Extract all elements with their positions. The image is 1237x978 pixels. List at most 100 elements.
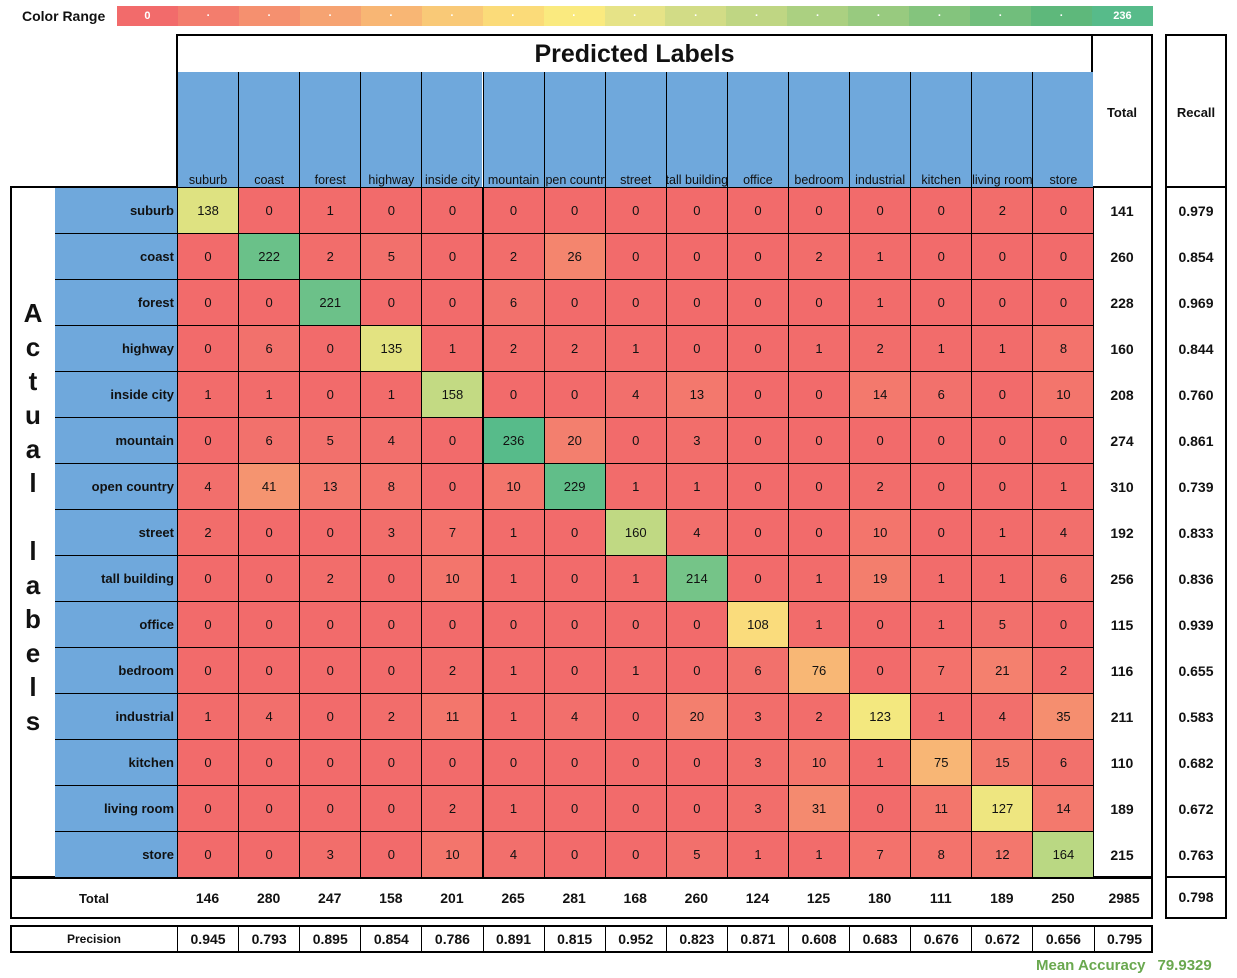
heatmap-cell: 0 (299, 739, 362, 786)
column-total: 247 (318, 890, 342, 906)
heatmap-cell: 0 (177, 647, 240, 694)
total-column-header: Total (1093, 34, 1153, 188)
actual-labels-letter: s (25, 706, 41, 736)
actual-labels-letter: A (23, 298, 43, 328)
heatmap-cell: 0 (299, 325, 362, 372)
heatmap-cell: 0 (360, 785, 423, 832)
heatmap-cell: 1 (971, 325, 1034, 372)
color-range-label: Color Range (22, 8, 106, 24)
heatmap-cell: 14 (849, 371, 912, 418)
recall-value: 0.844 (1178, 341, 1214, 357)
heatmap-cell: 1 (910, 325, 973, 372)
heatmap-cell: 0 (177, 233, 240, 280)
color-range-step: · (787, 6, 849, 26)
heatmap-cell: 20 (665, 693, 728, 740)
color-range-step: · (848, 6, 910, 26)
row-header: kitchen (55, 739, 177, 785)
recall-value: 0.763 (1178, 847, 1214, 863)
column-total: 124 (745, 890, 770, 906)
heatmap-cell: 0 (1032, 601, 1095, 648)
heatmap-cell: 0 (421, 187, 484, 234)
heatmap-cell: 0 (665, 187, 728, 234)
heatmap-cell: 11 (910, 785, 973, 832)
heatmap-cell: 0 (665, 325, 728, 372)
column-header: coast (238, 72, 300, 188)
heatmap-cell: 2 (482, 233, 545, 280)
heatmap-cell: 0 (910, 417, 973, 464)
heatmap-cell: 0 (360, 187, 423, 234)
heatmap-cell: 3 (665, 417, 728, 464)
recall-value: 0.969 (1178, 295, 1214, 311)
heatmap-cell: 1 (604, 555, 667, 602)
heatmap-cell: 1 (177, 371, 240, 418)
column-header: industrial (849, 72, 911, 188)
precision-value: 0.823 (665, 925, 727, 953)
column-header: forest (299, 72, 361, 188)
color-range-min: 0 (117, 6, 178, 26)
row-total: 310 (1110, 479, 1134, 495)
column-total: 125 (806, 890, 831, 906)
heatmap-cell: 0 (360, 555, 423, 602)
heatmap-cell: 2 (788, 693, 851, 740)
precision-row (10, 925, 1153, 953)
heatmap-cell: 0 (726, 371, 789, 418)
actual-labels-letter: b (25, 604, 41, 634)
heatmap-cell: 1 (910, 601, 973, 648)
row-total: 116 (1110, 663, 1134, 679)
precision-value: 0.608 (788, 925, 849, 953)
heatmap-cell: 0 (421, 601, 484, 648)
heatmap-cell: 26 (543, 233, 606, 280)
column-total: 189 (990, 890, 1014, 906)
precision-value: 0.656 (1032, 925, 1093, 953)
heatmap-cell: 0 (665, 647, 728, 694)
heatmap-cell: 0 (1032, 233, 1095, 280)
row-total: 260 (1110, 249, 1134, 265)
heatmap-cell: 1 (849, 233, 912, 280)
heatmap-cell: 0 (849, 785, 912, 832)
precision-value: 0.945 (177, 925, 238, 953)
column-header: suburb (177, 72, 239, 188)
heatmap-cell: 0 (543, 785, 606, 832)
column-total: 250 (1051, 890, 1075, 906)
heatmap-cell: 0 (238, 555, 301, 602)
row-total: 141 (1110, 203, 1134, 219)
heatmap-cell: 1 (726, 831, 789, 878)
heatmap-cell: 8 (1032, 325, 1095, 372)
heatmap-cell: 0 (849, 601, 912, 648)
row-total: 160 (1110, 341, 1134, 357)
heatmap-cell: 6 (1032, 739, 1095, 786)
heatmap-cell: 0 (910, 233, 973, 280)
precision-value: 0.815 (543, 925, 605, 953)
heatmap-cell: 1 (665, 463, 728, 510)
heatmap-cell: 0 (299, 693, 362, 740)
heatmap-cell: 2 (543, 325, 606, 372)
heatmap-cell: 7 (849, 831, 912, 878)
heatmap-cell: 0 (238, 785, 301, 832)
color-range-step: · (726, 6, 788, 26)
recall-value: 0.836 (1178, 571, 1214, 587)
heatmap-cell: 4 (1032, 509, 1095, 556)
color-range-step: · (665, 6, 727, 26)
row-total: 256 (1110, 571, 1134, 587)
heatmap-cell: 6 (910, 371, 973, 418)
actual-labels-letter: l (29, 468, 37, 498)
heatmap-cell: 0 (726, 509, 789, 556)
actual-labels-letter (29, 500, 36, 534)
heatmap-cell: 3 (726, 693, 789, 740)
heatmap-cell: 13 (299, 463, 362, 510)
heatmap-cell: 4 (238, 693, 301, 740)
heatmap-cell: 12 (971, 831, 1034, 878)
heatmap-cell: 0 (543, 647, 606, 694)
mean-accuracy-value: 79.9329 (1157, 956, 1212, 974)
heatmap-cell: 6 (482, 279, 545, 326)
column-total: 201 (440, 890, 464, 906)
heatmap-cell: 0 (360, 831, 423, 878)
heatmap-cell: 7 (421, 509, 484, 556)
heatmap-cell: 31 (788, 785, 851, 832)
heatmap-cell: 0 (482, 601, 545, 648)
heatmap-cell: 0 (238, 187, 301, 234)
column-total: 280 (256, 890, 281, 906)
heatmap-cell: 0 (421, 463, 484, 510)
color-range-step: · (909, 6, 971, 26)
heatmap-cell: 6 (238, 325, 301, 372)
